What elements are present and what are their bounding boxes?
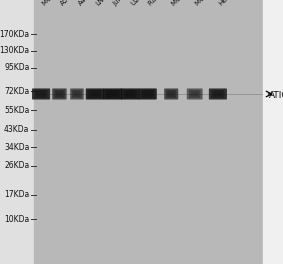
Text: 43KDa: 43KDa (4, 125, 29, 134)
Text: Mouse brain: Mouse brain (195, 0, 229, 7)
FancyBboxPatch shape (108, 91, 117, 97)
Text: A431: A431 (77, 0, 94, 7)
FancyBboxPatch shape (211, 90, 224, 98)
FancyBboxPatch shape (88, 90, 101, 98)
FancyBboxPatch shape (126, 91, 134, 97)
FancyBboxPatch shape (72, 90, 82, 98)
Bar (263, 0, 283, 264)
Text: 34KDa: 34KDa (4, 143, 29, 152)
Text: Hela: Hela (218, 0, 233, 7)
FancyBboxPatch shape (54, 90, 65, 98)
FancyBboxPatch shape (214, 91, 222, 97)
Text: 10KDa: 10KDa (4, 215, 29, 224)
FancyBboxPatch shape (56, 91, 63, 97)
FancyBboxPatch shape (103, 88, 122, 100)
FancyBboxPatch shape (52, 88, 67, 100)
Text: 26KDa: 26KDa (4, 161, 29, 170)
FancyBboxPatch shape (191, 91, 198, 97)
Bar (0, 0, 34, 264)
Text: 130KDa: 130KDa (0, 46, 29, 55)
Text: 55KDa: 55KDa (4, 106, 29, 115)
FancyBboxPatch shape (35, 90, 48, 98)
FancyBboxPatch shape (139, 88, 157, 100)
FancyBboxPatch shape (209, 88, 227, 100)
Text: A549: A549 (59, 0, 76, 7)
Bar (34, 0, 263, 264)
FancyBboxPatch shape (70, 88, 84, 100)
FancyBboxPatch shape (86, 88, 104, 100)
FancyBboxPatch shape (141, 90, 154, 98)
Text: 17KDa: 17KDa (4, 190, 29, 199)
Text: ATIC: ATIC (269, 91, 283, 100)
Text: 95KDa: 95KDa (4, 63, 29, 72)
FancyBboxPatch shape (123, 90, 137, 98)
FancyBboxPatch shape (121, 88, 140, 100)
Text: 170KDa: 170KDa (0, 30, 29, 39)
FancyBboxPatch shape (164, 88, 178, 100)
Text: LNCaP: LNCaP (95, 0, 115, 7)
Text: Mouse colon: Mouse colon (41, 0, 76, 7)
FancyBboxPatch shape (187, 88, 203, 100)
FancyBboxPatch shape (168, 91, 175, 97)
Text: Mouse kidney: Mouse kidney (171, 0, 210, 7)
Text: 72KDa: 72KDa (4, 87, 29, 96)
Text: Rat liver: Rat liver (148, 0, 173, 7)
FancyBboxPatch shape (106, 90, 120, 98)
FancyBboxPatch shape (74, 91, 80, 97)
Text: U2OS: U2OS (130, 0, 148, 7)
FancyBboxPatch shape (143, 91, 152, 97)
FancyBboxPatch shape (32, 88, 50, 100)
FancyBboxPatch shape (166, 90, 176, 98)
Text: Jurkat: Jurkat (113, 0, 131, 7)
FancyBboxPatch shape (37, 91, 45, 97)
FancyBboxPatch shape (91, 91, 99, 97)
FancyBboxPatch shape (189, 90, 200, 98)
